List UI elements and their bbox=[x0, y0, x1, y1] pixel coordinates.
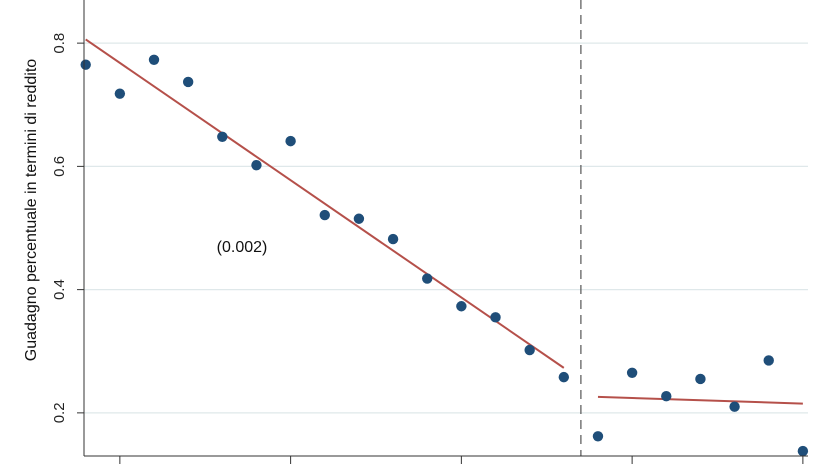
y-axis-title: Guadagno percentuale in termini di reddi… bbox=[23, 59, 40, 362]
data-point-18 bbox=[695, 373, 706, 385]
data-point-10 bbox=[422, 273, 433, 284]
y-tick-label-3: 0.8 bbox=[51, 33, 68, 54]
data-point-0 bbox=[80, 59, 91, 70]
data-point-6 bbox=[285, 135, 296, 147]
y-tick-label-2: 0.6 bbox=[51, 156, 68, 177]
data-point-1 bbox=[114, 88, 126, 99]
data-point-7 bbox=[319, 209, 330, 221]
data-point-3 bbox=[182, 76, 194, 88]
data-point-4 bbox=[217, 131, 228, 142]
data-point-20 bbox=[763, 355, 774, 366]
data-point-12 bbox=[490, 312, 501, 323]
fit-line-0 bbox=[85, 38, 565, 369]
fit-line-1 bbox=[597, 395, 803, 405]
annotation-label: (0.002) bbox=[217, 239, 268, 256]
y-tick-label-0: 0.2 bbox=[51, 402, 68, 423]
data-point-21 bbox=[797, 445, 809, 457]
axes: 0.2 0.4 0.6 0.8 bbox=[51, 0, 808, 464]
data-point-5 bbox=[251, 159, 262, 171]
y-tick-label-1: 0.4 bbox=[51, 279, 68, 300]
data-point-13 bbox=[524, 344, 535, 356]
data-point-17 bbox=[661, 391, 672, 402]
data-point-2 bbox=[148, 54, 160, 65]
data-point-19 bbox=[729, 401, 740, 412]
data-point-8 bbox=[353, 213, 365, 224]
grid-lines bbox=[84, 42, 808, 414]
data-point-15 bbox=[592, 431, 604, 442]
data-points bbox=[80, 54, 809, 457]
data-point-11 bbox=[456, 301, 467, 312]
data-point-14 bbox=[558, 371, 570, 383]
fit-lines bbox=[85, 38, 803, 405]
data-point-16 bbox=[626, 367, 638, 379]
data-point-9 bbox=[387, 233, 399, 245]
